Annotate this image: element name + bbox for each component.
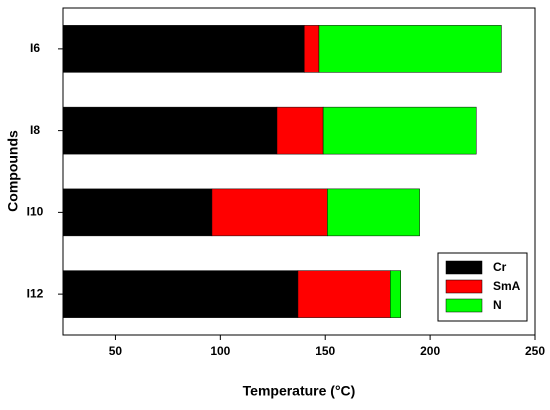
y-tick-label: I12 <box>27 286 44 300</box>
bar-segment <box>322 106 477 155</box>
bar-segment <box>63 188 213 237</box>
x-tick-label: 150 <box>315 344 335 358</box>
bar-segment <box>390 270 401 318</box>
bar-segment <box>318 25 502 73</box>
legend-label: N <box>493 298 502 312</box>
x-tick-label: 250 <box>525 344 545 358</box>
legend: Cr SmA N <box>437 252 528 322</box>
bar-segment <box>297 270 391 318</box>
legend-swatch <box>445 279 483 294</box>
bar-segment <box>63 270 299 318</box>
bar-segment <box>63 106 278 155</box>
y-tick-label: I6 <box>30 41 40 55</box>
bars <box>63 25 502 318</box>
x-tick-label: 100 <box>210 344 230 358</box>
x-tick-label: 200 <box>420 344 440 358</box>
y-axis-title: Compounds <box>5 130 21 212</box>
bar-segment <box>276 106 324 155</box>
legend-swatch <box>445 260 483 275</box>
bar-segment <box>63 25 305 73</box>
x-tick-label: 50 <box>109 344 123 358</box>
legend-swatch <box>445 298 483 313</box>
x-axis-title: Temperature (°C) <box>243 383 356 399</box>
legend-label: SmA <box>493 279 521 293</box>
plot-frame <box>62 7 536 336</box>
bar-segment <box>327 188 420 237</box>
y-tick-label: I10 <box>27 205 44 219</box>
legend-label: Cr <box>493 260 507 274</box>
bar-segment <box>211 188 328 237</box>
bar-segment <box>303 25 320 73</box>
y-tick-label: I8 <box>30 123 40 137</box>
